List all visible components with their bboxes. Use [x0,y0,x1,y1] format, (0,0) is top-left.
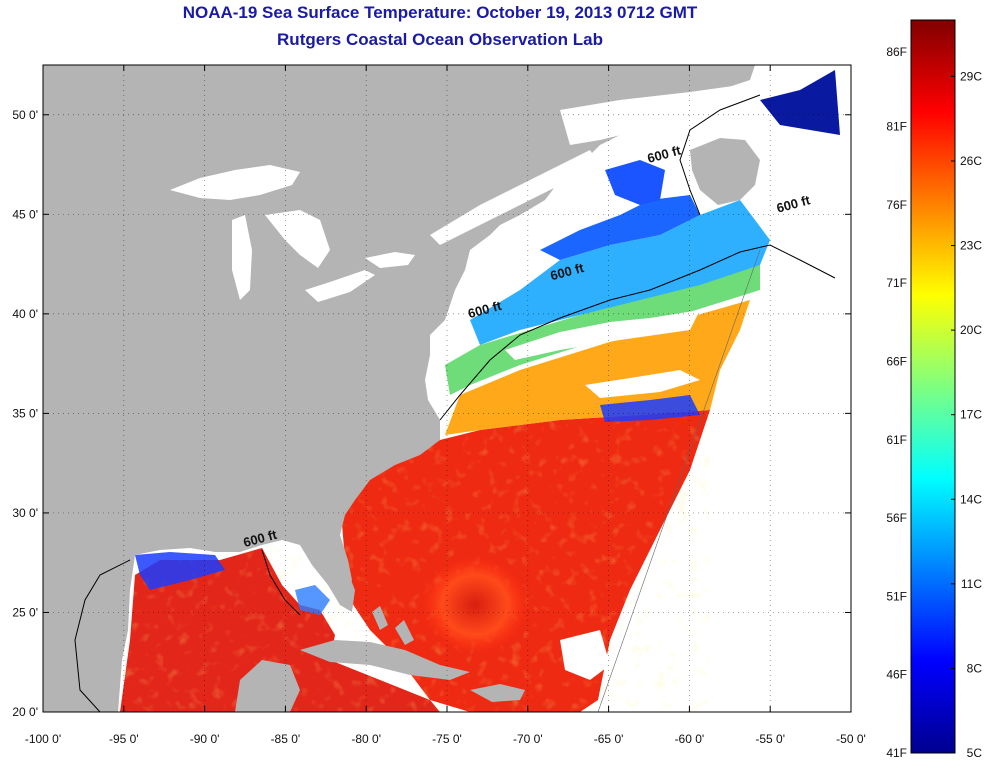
colorbar-c-label: 17C [960,408,982,422]
y-tick-label: 20 0' [12,705,38,719]
sst-scotian-cool [540,195,700,260]
colorbar-f-label: 86F [886,45,907,59]
colorbar-f-label: 81F [886,120,907,134]
sst-florida-shelf [295,585,330,615]
quebec-interior-nodata [560,85,745,145]
colorbar-c-label: 5C [967,746,983,760]
sst-data-layer [120,70,840,712]
x-axis: -100 0' -95 0' -90 0' -85 0' -80 0' -75 0' -70… [25,65,866,746]
colorbar-c-label: 20C [960,323,982,337]
land-florida [300,545,355,612]
x-tick-label: -95 0' [109,732,139,746]
colorbar-f-label: 71F [886,276,907,290]
y-tick-label: 25 0' [12,605,38,619]
colorbar-f-label: 56F [886,511,907,525]
land-hispaniola [470,684,525,702]
y-tick-label: 45 0' [12,207,38,221]
colorbar [910,19,956,754]
colorbar-c-label: 26C [960,154,982,168]
x-tick-label: -90 0' [190,732,220,746]
land-yucatan [235,660,300,712]
colorbar-f-label: 76F [886,198,907,212]
colorbar-c-label: 11C [961,577,982,591]
sst-gulf-of-maine [470,200,770,345]
land-newfoundland [690,138,760,205]
x-tick-label: -55 0' [755,732,785,746]
x-tick-label: -65 0' [594,732,624,746]
lake-superior [170,165,300,200]
cloud-patch-2 [585,370,700,398]
title-line-1: NOAA-19 Sea Surface Temperature: October… [182,3,698,22]
y-tick-label: 30 0' [12,506,38,520]
land-layer [43,65,760,712]
colorbar-c-label: 14C [960,492,982,506]
x-tick-label: -80 0' [351,732,381,746]
isobath-labrador [679,94,761,216]
colorbar-c-label: 8C [967,661,983,675]
colorbar-fahrenheit-labels: 86F 81F 76F 71F 66F 61F 56F 51F 46F 41F [886,45,907,760]
x-tick-label: -60 0' [675,732,705,746]
land-bahamas [372,606,414,645]
colorbar-f-label: 46F [886,668,907,682]
sst-gulf-coastal-cool [135,552,225,590]
sst-cold-eddy [600,395,700,422]
x-tick-label: -50 0' [836,732,866,746]
y-tick-label: 35 0' [12,406,38,420]
x-tick-label: -75 0' [432,732,462,746]
colorbar-celsius-labels: 29C 26C 23C 20C 17C 14C 11C 8C 5C [951,69,982,760]
sst-labrador [760,70,840,135]
isobath-600ft [74,94,836,712]
x-tick-label: -100 0' [25,732,61,746]
swath-edge [597,249,761,712]
sst-speckle [120,410,710,712]
x-tick-label: -85 0' [271,732,301,746]
land-cuba [300,640,470,680]
colorbar-f-label: 66F [886,354,907,368]
cloud-patch-3 [560,630,610,680]
isobath-northeast [439,244,836,421]
lake-ontario [365,252,415,268]
y-axis: 50 0' 45 0' 40 0' 35 0' 30 0' 25 0' 20 0' [12,108,851,719]
storm-swirl [420,555,530,655]
y-tick-label: 40 0' [12,307,38,321]
sst-gulf-st-lawrence [605,160,665,205]
land-north-america [43,65,755,712]
y-tick-label: 50 0' [12,108,38,122]
colorbar-f-label: 51F [886,589,907,603]
lake-erie [305,270,375,302]
isobath-florida-west [261,549,301,616]
colorbar-c-label: 29C [960,69,982,83]
title-line-2: Rutgers Coastal Ocean Observation Lab [277,30,603,49]
x-tick-label: -70 0' [513,732,543,746]
isobath-gulf [74,559,131,712]
cloud-patch-1 [505,310,700,360]
colorbar-f-label: 41F [886,746,907,760]
colorbar-c-label: 23C [960,239,982,253]
st-lawrence-river [430,150,600,245]
colorbar-f-label: 61F [886,433,907,447]
lake-huron [265,210,330,268]
lake-michigan [232,215,252,300]
